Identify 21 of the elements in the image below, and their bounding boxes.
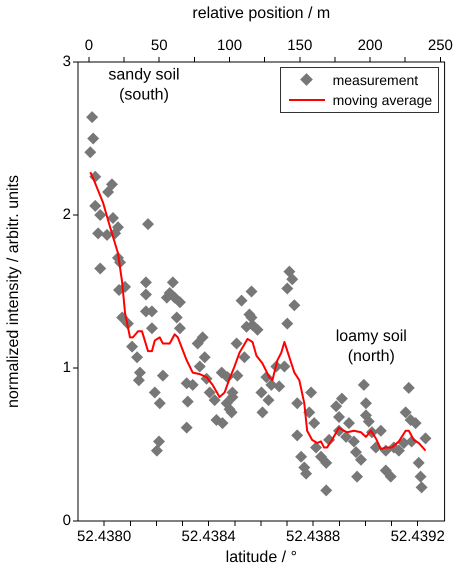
x2-tick-label: 150	[287, 37, 312, 54]
legend-label: moving average	[332, 92, 432, 108]
x-tick-label: 52.4392	[390, 528, 445, 546]
x2-tick-label: 50	[150, 37, 168, 54]
y-tick-label: 1	[62, 359, 71, 376]
x-tick-label: 52.4380	[77, 528, 132, 546]
x2-tick-label: 250	[428, 37, 453, 54]
x2-axis-title: relative position / m	[192, 5, 330, 22]
annotation: sandy soil (south)	[108, 66, 180, 104]
legend-label: measurement	[332, 72, 418, 88]
y-tick-label: 0	[62, 512, 71, 530]
x-axis-title: latitude / °	[226, 548, 297, 566]
x-tick-label: 52.4388	[286, 528, 340, 546]
y-tick-label: 2	[62, 206, 71, 224]
x2-tick-label: 0	[84, 37, 94, 54]
y-axis-title: normalized intensity / arbitr. units	[5, 175, 22, 408]
x2-tick-label: 200	[358, 37, 383, 54]
x-tick-label: 52.4384	[182, 528, 236, 546]
annotation: loamy soil (north)	[336, 328, 407, 365]
x2-tick-label: 100	[217, 37, 242, 54]
y-tick-label: 3	[62, 53, 71, 70]
